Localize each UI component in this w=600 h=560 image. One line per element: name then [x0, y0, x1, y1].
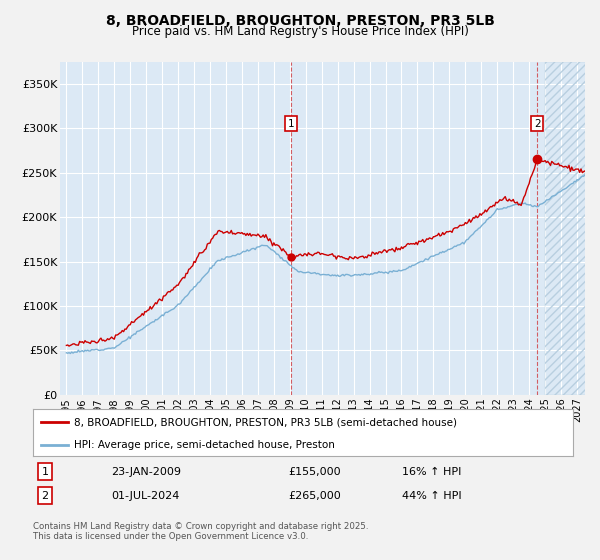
Text: 8, BROADFIELD, BROUGHTON, PRESTON, PR3 5LB (semi-detached house): 8, BROADFIELD, BROUGHTON, PRESTON, PR3 5… [74, 417, 457, 427]
Text: Contains HM Land Registry data © Crown copyright and database right 2025.
This d: Contains HM Land Registry data © Crown c… [33, 522, 368, 542]
Text: Price paid vs. HM Land Registry's House Price Index (HPI): Price paid vs. HM Land Registry's House … [131, 25, 469, 39]
Text: £265,000: £265,000 [288, 491, 341, 501]
Text: 1: 1 [41, 466, 49, 477]
Text: £155,000: £155,000 [288, 466, 341, 477]
Bar [545, 62, 593, 395]
Text: HPI: Average price, semi-detached house, Preston: HPI: Average price, semi-detached house,… [74, 440, 334, 450]
Text: 23-JAN-2009: 23-JAN-2009 [111, 466, 181, 477]
Bar [545, 62, 593, 395]
Text: 2: 2 [41, 491, 49, 501]
Text: 1: 1 [287, 119, 294, 129]
Text: 01-JUL-2024: 01-JUL-2024 [111, 491, 179, 501]
Text: 16% ↑ HPI: 16% ↑ HPI [402, 466, 461, 477]
Text: 2: 2 [534, 119, 541, 129]
Text: 44% ↑ HPI: 44% ↑ HPI [402, 491, 461, 501]
Text: 8, BROADFIELD, BROUGHTON, PRESTON, PR3 5LB: 8, BROADFIELD, BROUGHTON, PRESTON, PR3 5… [106, 14, 494, 28]
